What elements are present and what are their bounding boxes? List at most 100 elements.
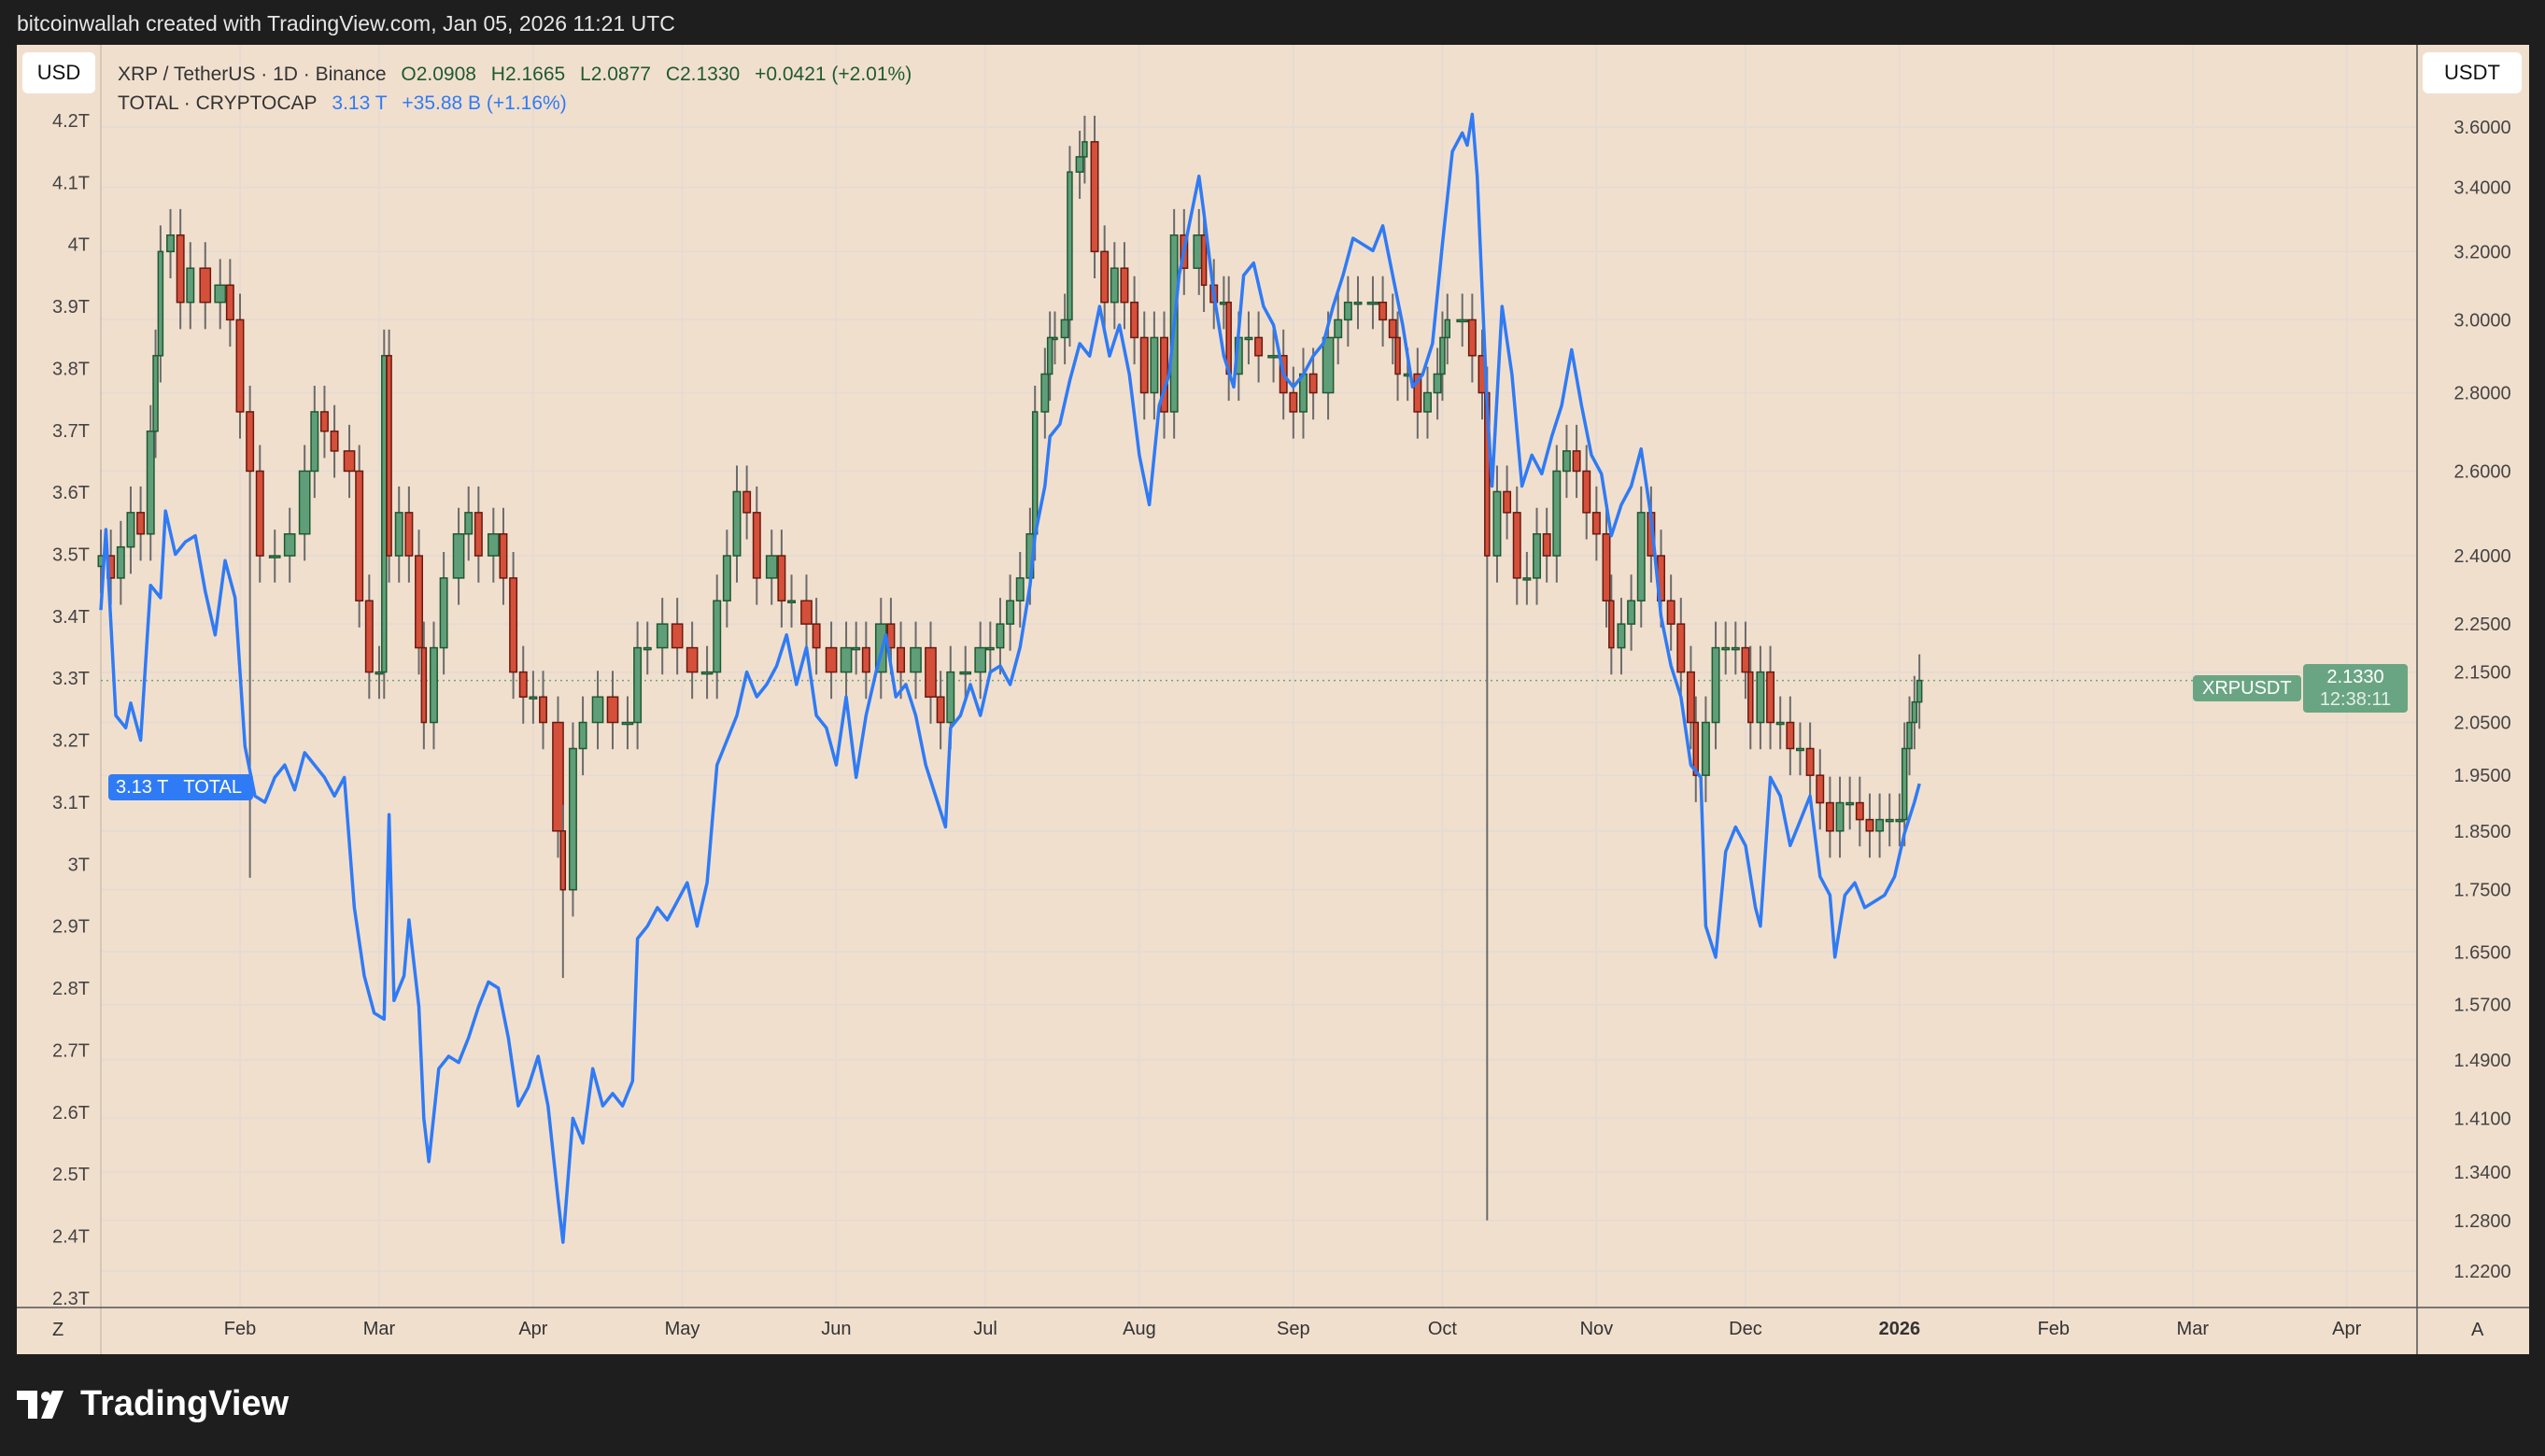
left-axis-tick: 4.2T	[52, 111, 90, 132]
candle-body	[1895, 818, 1904, 823]
candle-body	[1775, 721, 1785, 726]
candle-body	[394, 512, 403, 557]
candle	[1388, 293, 1397, 365]
candle-body	[1676, 623, 1686, 673]
candle-body	[343, 450, 356, 473]
candle	[1747, 645, 1754, 750]
candle	[430, 621, 438, 750]
candle	[152, 329, 159, 459]
candle	[1825, 776, 1834, 858]
right-axis-tick: 1.9500	[2453, 766, 2510, 786]
candle	[1006, 574, 1015, 651]
candle-body	[146, 430, 155, 535]
candle	[1225, 276, 1232, 402]
chart-credit: bitcoinwallah created with TradingView.c…	[17, 11, 675, 35]
candle	[518, 645, 528, 724]
chart-panel[interactable]: 3.6000 3.4000 3.2000 3.0000 2.8000 2.6000 2.40…	[17, 45, 2529, 1354]
auto-scale-button[interactable]: A	[2471, 1320, 2484, 1340]
candle-body	[1244, 336, 1253, 341]
candle-body	[1467, 318, 1477, 357]
xrp-low: L2.0877	[580, 64, 651, 85]
candle-body	[186, 267, 195, 304]
candle	[621, 696, 634, 750]
xrp-price-tag: 2.1330 12:38:11	[2303, 664, 2408, 713]
candle-body	[539, 696, 547, 724]
right-axis-tick: 1.5700	[2453, 996, 2510, 1016]
right-axis-tick: 2.6000	[2453, 461, 2510, 482]
candle-body	[985, 646, 995, 651]
xrp-last-price: 2.1330	[2326, 667, 2384, 687]
candle-body	[1711, 646, 1720, 724]
right-axis-tick: 2.4000	[2453, 546, 2510, 567]
candle-body	[386, 355, 392, 557]
candle-body	[1731, 646, 1740, 651]
candle	[1244, 311, 1253, 365]
candle-body	[126, 512, 135, 548]
right-axis-tick: 3.2000	[2453, 242, 2510, 262]
candle-body	[852, 646, 861, 651]
candle-body	[1006, 600, 1015, 625]
candle	[1067, 146, 1073, 347]
candle	[925, 621, 937, 724]
candle	[452, 507, 465, 605]
candle	[1885, 793, 1894, 847]
left-axis-tick: 3.4T	[52, 607, 90, 628]
candle	[1741, 621, 1750, 700]
candle-body	[840, 646, 853, 673]
candle	[126, 486, 135, 574]
candle	[985, 621, 995, 675]
time-axis-tick: 2026	[1879, 1319, 1921, 1339]
tradingview-logo[interactable]: TradingView	[17, 1384, 289, 1424]
candle	[959, 645, 972, 700]
candle	[298, 445, 311, 561]
candle-body	[1835, 801, 1845, 832]
candle	[765, 530, 778, 605]
time-axis-tick: Jul	[973, 1319, 997, 1339]
candle	[686, 621, 699, 700]
candle	[1572, 424, 1581, 499]
candle-body	[1100, 250, 1110, 304]
xrp-symbol: XRP / TetherUS · 1D · Binance	[118, 64, 387, 85]
total-price-tag: 3.13 T TOTAL	[108, 774, 253, 800]
candle-body	[1334, 318, 1343, 339]
candle	[552, 696, 564, 858]
candle-body	[375, 671, 384, 675]
right-currency-button[interactable]: USDT	[2423, 52, 2522, 93]
candle-body	[606, 696, 619, 724]
candle-body	[1343, 301, 1352, 321]
candle-body	[1522, 577, 1532, 581]
candle-body	[1533, 532, 1541, 579]
legend-total[interactable]: TOTAL · CRYPTOCAP 3.13 T +35.88 B (+1.16…	[118, 89, 921, 118]
candle-body	[1608, 600, 1615, 649]
candle-body	[1015, 577, 1025, 602]
candle	[1366, 276, 1379, 330]
right-axis-tick: 2.8000	[2453, 384, 2510, 404]
right-axis-tick: 1.3400	[2453, 1163, 2510, 1183]
candle-body	[235, 318, 245, 413]
candle-body	[825, 646, 838, 673]
candle-body	[787, 600, 796, 604]
candle	[1676, 598, 1686, 700]
tradingview-logo-icon	[17, 1390, 64, 1419]
right-axis-tick: 1.8500	[2453, 822, 2510, 842]
candle-body	[499, 532, 508, 579]
candle	[1492, 465, 1502, 583]
total-change: +35.88 B (+1.16%)	[402, 92, 567, 114]
left-axis-tick: 3.7T	[52, 421, 90, 442]
candle	[1130, 276, 1139, 365]
left-currency-button[interactable]: USD	[22, 52, 95, 93]
legend-xrp[interactable]: XRP / TetherUS · 1D · Binance O2.0908 H2…	[118, 60, 921, 89]
candle	[420, 621, 428, 750]
chart-canvas[interactable]: 3.6000 3.4000 3.2000 3.0000 2.8000 2.6000 2.40…	[17, 45, 2529, 1354]
candle-body	[364, 600, 374, 673]
time-axis-tick: Apr	[2332, 1319, 2361, 1339]
candle-body	[1825, 801, 1834, 832]
candle-body	[559, 830, 567, 891]
candle	[722, 530, 731, 628]
candle-body	[199, 267, 212, 304]
scale-z-button[interactable]: Z	[52, 1320, 64, 1340]
candle	[1100, 225, 1110, 330]
total-series-label: TOTAL	[183, 776, 242, 798]
candle	[386, 329, 392, 583]
candle	[1692, 696, 1700, 802]
